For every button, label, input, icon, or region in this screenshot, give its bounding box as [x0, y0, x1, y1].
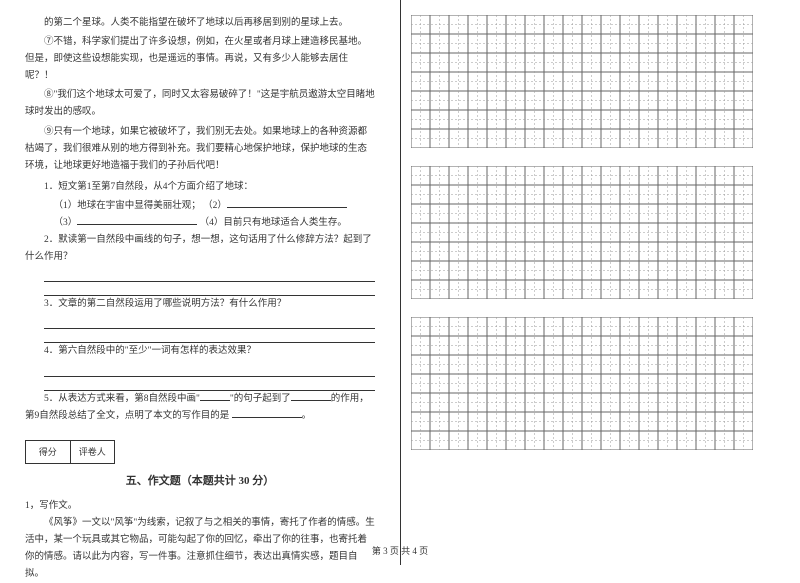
question-5: 5．从表达方式来看，第8自然段中画""的句子起到了的作用，第9自然段总结了全文，…: [25, 391, 375, 425]
question-1-sub-row2: （3） （4）目前只有地球适合人类生存。: [25, 215, 375, 232]
q1-sub2-label: （2）: [203, 201, 227, 211]
answer-line: [44, 315, 375, 329]
question-3: 3．文章的第二自然段运用了哪些说明方法？有什么作用？: [25, 296, 375, 313]
q1-sub1: （1）地球在宇宙中显得美丽壮观；: [54, 201, 201, 211]
answer-line: [44, 363, 375, 377]
question-2: 2．默读第一自然段中画线的句子，想一想，这句话用了什么修辞方法？起到了什么作用？: [25, 232, 375, 266]
writing-grid-container: [411, 15, 775, 450]
question-1: 1．短文第1至第7自然段，从4个方面介绍了地球：: [25, 179, 375, 196]
paragraph-4: ⑨只有一个地球，如果它被破坏了，我们别无去处。如果地球上的各种资源都枯竭了，我们…: [25, 124, 375, 175]
section-5-title: 五、作文题（本题共计 30 分）: [25, 472, 375, 492]
left-content-column: 的第二个星球。人类不能指望在破坏了地球以后再移居到别的星球上去。 ⑦不错，科学家…: [0, 0, 400, 565]
score-box: 得分 评卷人: [25, 440, 115, 464]
answer-line: [44, 268, 375, 282]
blank-line: [200, 400, 230, 401]
essay-item-number: 1，写作文。: [25, 498, 375, 515]
answer-line: [44, 329, 375, 343]
page-footer: 第 3 页 共 4 页: [0, 544, 800, 557]
question-list: 1．短文第1至第7自然段，从4个方面介绍了地球： （1）地球在宇宙中显得美丽壮观…: [25, 179, 375, 425]
writing-grid-block: [411, 15, 775, 148]
writing-grid-block: [411, 166, 775, 299]
right-grid-column: [400, 0, 800, 565]
answer-line: [44, 282, 375, 296]
paragraph-2: ⑦不错，科学家们提出了许多设想，例如，在火星或者月球上建造移民基地。但是，即使这…: [25, 34, 375, 85]
question-4: 4．第六自然段中的"至少"一词有怎样的表达效果？: [25, 343, 375, 360]
q1-sub4: （4）目前只有地球适合人类生存。: [200, 218, 347, 228]
answer-line: [44, 377, 375, 391]
blank-line: [77, 224, 197, 225]
blank-line: [227, 207, 347, 208]
paragraph-3: ⑧"我们这个地球太可爱了，同时又太容易破碎了！"这是宇航员遨游太空目睹地球时发出…: [25, 87, 375, 121]
blank-line: [232, 417, 302, 418]
writing-grid-block: [411, 317, 775, 450]
q5-mid: "的句子起到了: [230, 394, 291, 404]
paragraph-1: 的第二个星球。人类不能指望在破坏了地球以后再移居到别的星球上去。: [25, 15, 375, 32]
blank-line: [291, 400, 331, 401]
q1-sub3-label: （3）: [54, 218, 78, 228]
grader-label: 评卷人: [71, 441, 115, 463]
score-label: 得分: [26, 441, 71, 463]
q5-end: 。: [302, 411, 312, 421]
question-1-sub: （1）地球在宇宙中显得美丽壮观； （2）: [25, 198, 375, 215]
q5-pre: 5．从表达方式来看，第8自然段中画": [44, 394, 200, 404]
